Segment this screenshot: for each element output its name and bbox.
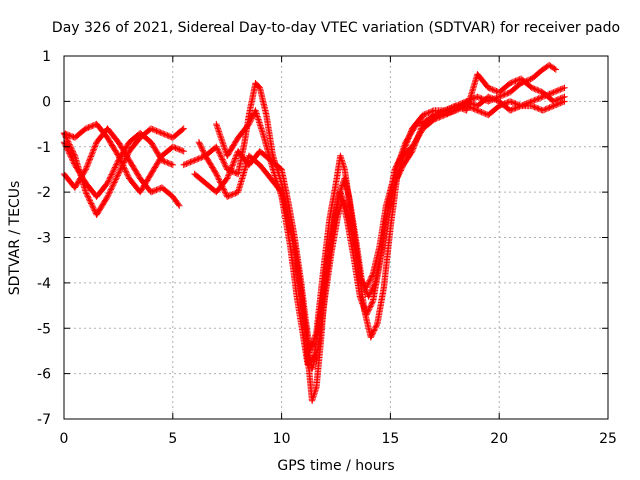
- x-tick-label: 10: [273, 431, 291, 447]
- y-tick-label: -3: [37, 231, 51, 247]
- x-tick-label: 15: [381, 431, 399, 447]
- y-tick-label: -6: [37, 367, 51, 383]
- y-tick-label: -1: [37, 140, 51, 156]
- y-tick-label: 1: [42, 49, 51, 65]
- x-axis-label: GPS time / hours: [277, 458, 394, 474]
- data-points: [60, 61, 568, 404]
- y-tick-label: -5: [37, 321, 51, 337]
- y-tick-label: -7: [37, 412, 51, 428]
- series-track-8: [213, 93, 568, 368]
- point-markers: [180, 61, 559, 404]
- x-tick-label: 25: [599, 431, 617, 447]
- y-tick-label: -2: [37, 185, 51, 201]
- y-tick-label: 0: [42, 94, 51, 110]
- y-tick-label: -4: [37, 276, 51, 292]
- axis-ticks: 0 5 10 15 20 25 -7 -6 -5 -4 -3 -2 -1 0 1: [37, 49, 617, 447]
- x-tick-label: 20: [490, 431, 508, 447]
- series-track-5: [180, 61, 559, 404]
- y-axis-label: SDTVAR / TECUs: [7, 181, 23, 296]
- chart-title: Day 326 of 2021, Sidereal Day-to-day VTE…: [52, 20, 620, 36]
- point-markers: [213, 93, 568, 368]
- x-tick-label: 0: [60, 431, 69, 447]
- x-tick-label: 5: [168, 431, 177, 447]
